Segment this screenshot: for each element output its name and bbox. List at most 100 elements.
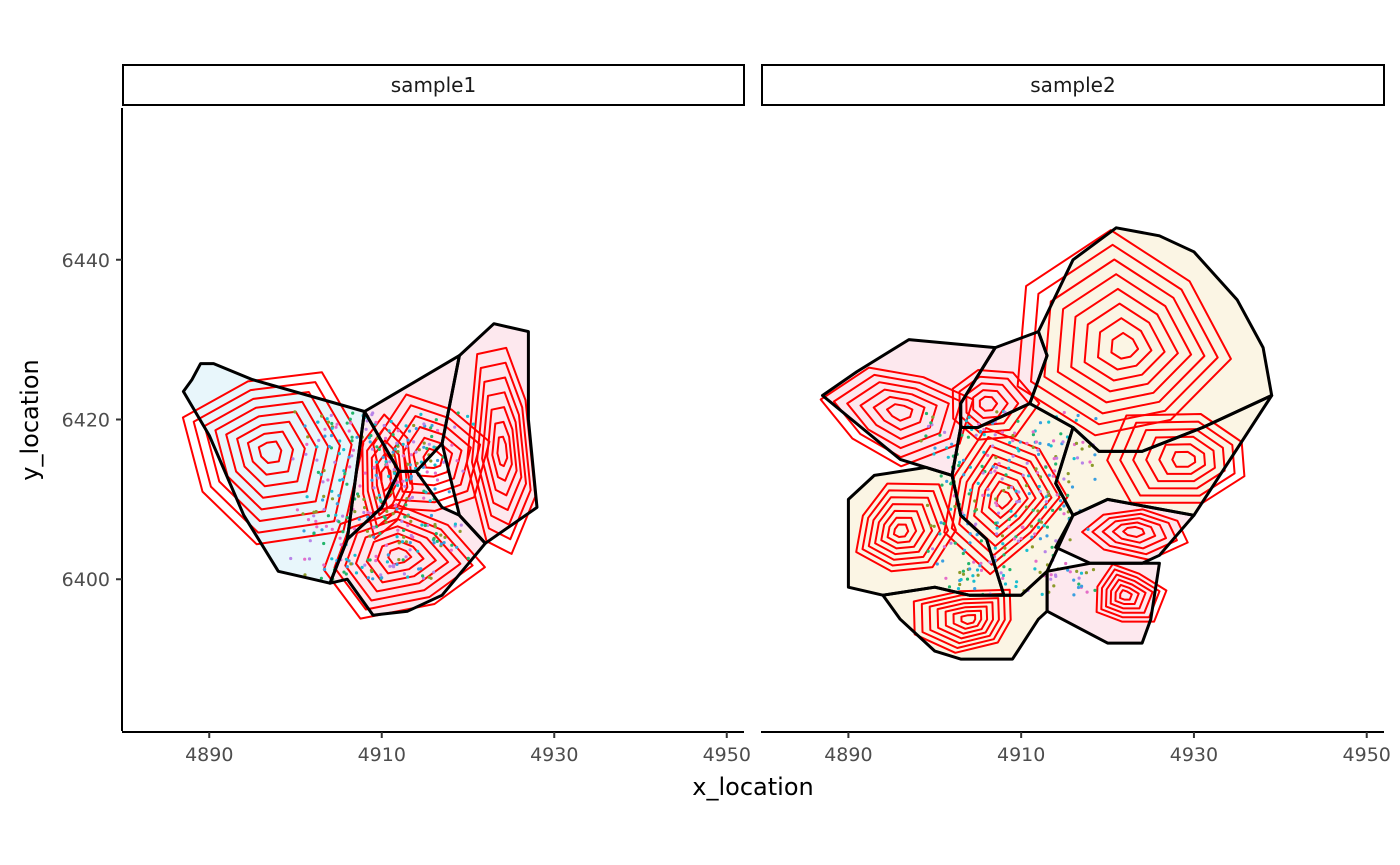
- contour-line: [486, 406, 518, 497]
- spot-point: [978, 429, 983, 434]
- spot-point: [1058, 507, 1062, 511]
- spot-point: [379, 573, 383, 577]
- spot-point: [304, 452, 308, 456]
- spot-point: [347, 429, 351, 433]
- spot-point: [1011, 433, 1015, 438]
- spot-point: [1006, 486, 1011, 490]
- spot-point: [368, 558, 372, 562]
- spot-point: [982, 433, 986, 437]
- contour-line: [943, 427, 1069, 576]
- contour-line: [972, 389, 1009, 419]
- contour-group-1: [819, 366, 975, 468]
- spot-point: [406, 438, 410, 442]
- spot-point: [1038, 489, 1042, 493]
- cell-outline-7: [1054, 497, 1196, 565]
- spot-point: [1017, 499, 1022, 503]
- spot-point: [1085, 590, 1089, 594]
- spot-point: [961, 572, 966, 576]
- spot-point: [349, 562, 353, 566]
- spot-point: [322, 494, 326, 498]
- cell-outline-3: [363, 354, 461, 473]
- spot-point: [333, 460, 337, 464]
- spot-point: [995, 410, 999, 414]
- spot-point: [319, 576, 323, 580]
- spot-point: [317, 438, 321, 442]
- spot-point: [1042, 524, 1046, 528]
- spot-point: [466, 556, 470, 561]
- contour-line: [928, 597, 1000, 645]
- spot-point: [430, 434, 434, 439]
- spot-point: [387, 474, 391, 478]
- spot-point: [976, 422, 981, 426]
- spot-point: [376, 476, 380, 480]
- contour-line: [1083, 302, 1166, 382]
- spot-point: [372, 535, 376, 539]
- spot-point: [1086, 527, 1090, 532]
- x-tick-label-4890: 4890: [185, 744, 233, 766]
- spot-point: [360, 565, 364, 570]
- spot-point: [455, 459, 459, 463]
- spot-point: [959, 578, 963, 582]
- spot-point: [435, 428, 440, 433]
- spot-point: [949, 507, 953, 511]
- spot-point: [453, 522, 457, 526]
- spot-point: [347, 455, 351, 459]
- spot-point: [342, 570, 346, 574]
- spot-point: [426, 523, 430, 528]
- spot-point: [919, 439, 923, 443]
- spot-point: [303, 557, 307, 561]
- spot-point: [1037, 484, 1041, 489]
- spot-point: [993, 469, 997, 473]
- spot-point: [1067, 480, 1071, 484]
- spot-point: [961, 551, 965, 556]
- spot-point: [961, 458, 966, 462]
- spot-point: [1010, 485, 1014, 489]
- spot-point: [432, 537, 436, 541]
- spot-point: [1038, 421, 1043, 425]
- spot-point: [374, 420, 378, 424]
- spot-point: [1000, 430, 1005, 434]
- spot-point: [323, 427, 327, 431]
- spot-point: [432, 570, 436, 574]
- y-tick-label-6420: 6420: [62, 410, 110, 432]
- spot-point: [1019, 536, 1023, 541]
- contour-line: [978, 395, 999, 412]
- spot-point: [433, 463, 437, 467]
- spot-point: [1051, 508, 1055, 512]
- spot-point: [1075, 569, 1079, 574]
- spot-point: [339, 543, 343, 547]
- spot-point: [967, 562, 971, 566]
- spot-point: [1059, 432, 1063, 436]
- spot-point: [323, 434, 327, 438]
- contour-line: [322, 503, 486, 620]
- spot-point: [997, 462, 1001, 466]
- contour-line: [980, 471, 1029, 529]
- contour-line: [392, 415, 472, 495]
- spot-point: [374, 473, 378, 477]
- spot-point: [976, 573, 980, 577]
- spot-point: [374, 525, 378, 529]
- spot-point: [450, 543, 454, 547]
- spot-point: [978, 564, 982, 568]
- contour-line: [365, 532, 437, 584]
- spot-point: [408, 548, 412, 552]
- spot-point: [368, 534, 372, 538]
- spot-point: [335, 422, 339, 426]
- spot-point: [1055, 493, 1059, 497]
- spot-point: [1014, 584, 1018, 589]
- spot-point: [1072, 593, 1076, 597]
- contour-line: [867, 496, 941, 561]
- spot-point: [950, 442, 954, 446]
- spot-point: [442, 541, 446, 545]
- spot-point: [403, 515, 407, 519]
- spot-point: [958, 570, 962, 575]
- spot-point: [363, 506, 367, 510]
- cell-fill-2: [960, 331, 1048, 428]
- spot-point: [312, 531, 316, 536]
- spot-point: [1051, 474, 1055, 478]
- spot-point: [338, 536, 342, 540]
- spot-point: [1052, 439, 1056, 443]
- spot-point: [1062, 504, 1066, 508]
- spot-point: [353, 553, 357, 557]
- contour-line: [880, 509, 926, 550]
